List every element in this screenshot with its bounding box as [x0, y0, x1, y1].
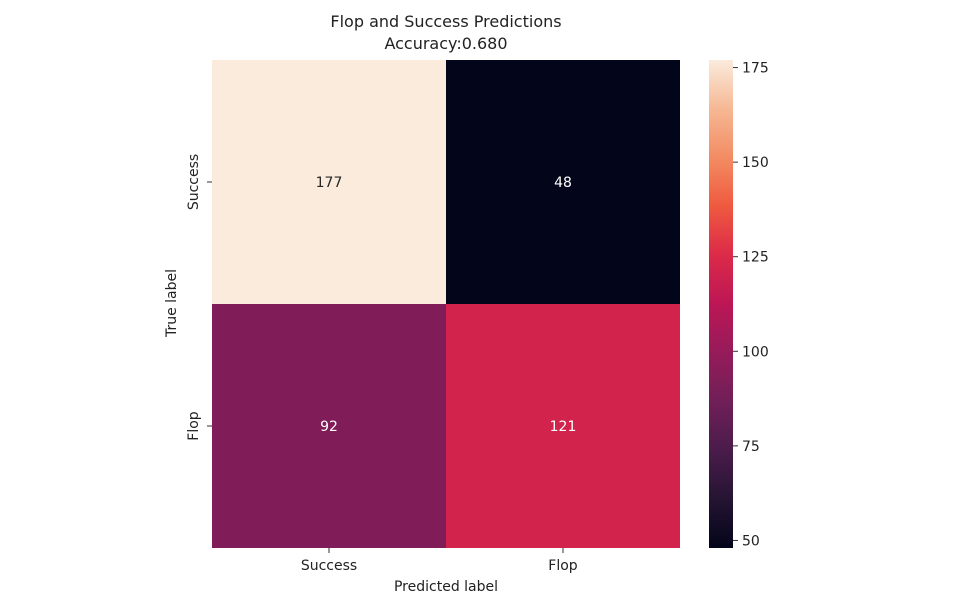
heatmap-cells [212, 60, 680, 548]
x-tick-label: Flop [548, 558, 578, 574]
colorbar-tick-label: 150 [742, 155, 769, 171]
colorbar-tick-label: 50 [742, 533, 760, 549]
colorbar-tick-label: 75 [742, 439, 760, 455]
cell-value-label: 48 [554, 175, 572, 191]
colorbar-tick-label: 125 [742, 250, 769, 266]
y-axis-ticks: Success Flop [186, 154, 212, 441]
colorbar [709, 60, 733, 548]
heatmap-cell [446, 304, 680, 548]
heatmap-cell [212, 60, 446, 304]
colorbar-tick-label: 175 [742, 61, 769, 77]
chart-subtitle: Accuracy:0.680 [384, 34, 507, 53]
cell-value-label: 177 [316, 175, 343, 191]
cell-value-label: 121 [550, 419, 577, 435]
x-axis-label: Predicted label [394, 579, 498, 595]
x-tick-label: Success [301, 558, 357, 574]
x-axis-ticks: Success Flop [301, 548, 578, 574]
cell-value-label: 92 [320, 419, 338, 435]
y-tick-label: Success [186, 154, 202, 210]
colorbar-tick-label: 100 [742, 344, 769, 360]
heatmap-cell-labels: 177 48 92 121 [316, 175, 577, 435]
y-tick-label: Flop [186, 411, 202, 441]
chart-title: Flop and Success Predictions [330, 12, 561, 31]
heatmap-cell [212, 304, 446, 548]
y-axis-label: True label [164, 269, 180, 338]
heatmap-cell [446, 60, 680, 304]
colorbar-ticks: 50 75 100 125 150 175 [733, 61, 769, 549]
